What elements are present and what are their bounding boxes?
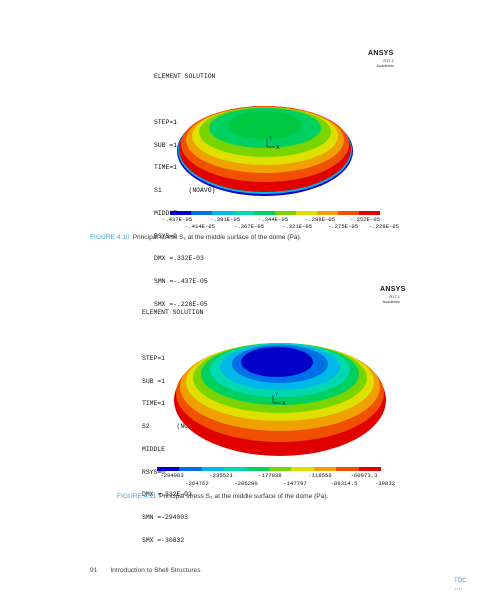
- legend-label: -60073.3: [350, 472, 378, 479]
- legend-swatch: [233, 211, 254, 215]
- legend-label: -118556: [308, 472, 332, 479]
- legend-label: -.344E-05: [257, 216, 289, 223]
- legend-swatch: [317, 211, 338, 215]
- legend-swatch: [313, 467, 337, 471]
- toc-label[interactable]: TOC: [454, 578, 467, 584]
- legend-label: -294003: [160, 472, 184, 479]
- legend-label: -206280: [234, 480, 258, 487]
- legend-swatch: [358, 467, 382, 471]
- legend-swatch: [224, 467, 247, 471]
- legend-swatch: [246, 467, 270, 471]
- legend-swatch: [157, 467, 180, 471]
- toc-link[interactable]: TOC ••••: [454, 578, 467, 591]
- figure-caption: FIGURE 4.11 Principal stress S₂ at the mi…: [117, 493, 328, 500]
- legend-label: -.275E-05: [327, 223, 359, 230]
- solution-info: ELEMENT SOLUTION STEP=1 SUB =1 TIME=1 S1…: [154, 73, 216, 308]
- ansys-release: R17.1 Academic: [382, 294, 400, 304]
- figure-caption: FIGURE 4.10 Principal stress S₁ at the mi…: [90, 234, 302, 241]
- page-number: 91: [90, 567, 98, 574]
- legend-swatch: [336, 467, 359, 471]
- ansys-logo-text: ANSYS: [380, 286, 406, 293]
- legend-swatch: [296, 211, 317, 215]
- legend-labels: -294003 -235521 -177038 -118556 -60073.3…: [157, 472, 395, 488]
- legend-swatch: [191, 211, 212, 215]
- legend-label: -.298E-05: [304, 216, 336, 223]
- legend-swatch: [359, 211, 380, 215]
- dome-contour-plot: Y X: [177, 106, 353, 196]
- legend-label: -177038: [258, 472, 282, 479]
- legend-color-bar: [157, 467, 382, 471]
- ansys-release: R17.1 Academic: [376, 58, 394, 68]
- legend-swatch: [275, 211, 296, 215]
- legend-label: -.414E-05: [184, 223, 216, 230]
- legend-label: -.391E-05: [209, 216, 241, 223]
- legend-swatch: [212, 211, 233, 215]
- figure-label: FIGURE 4.11: [117, 493, 157, 500]
- legend-label: -264762: [185, 480, 209, 487]
- caption-text: Principal stress S₁ at the middle surfac…: [132, 234, 302, 241]
- legend-color-bar: [170, 211, 380, 215]
- figure-4-10: ANSYS R17.1 Academic ELEMENT SOLUTION ST…: [0, 40, 486, 308]
- figure-label: FIGURE 4.10: [90, 234, 130, 241]
- legend-label: -89314.5: [330, 480, 358, 487]
- legend-swatch: [269, 467, 292, 471]
- legend-swatch: [254, 211, 275, 215]
- svg-text:Y: Y: [269, 136, 273, 142]
- legend-label: -.367E-05: [233, 223, 265, 230]
- legend-swatch: [179, 467, 202, 471]
- legend-label: -235521: [209, 472, 233, 479]
- legend-swatch: [201, 467, 225, 471]
- page-footer: 91 Introduction to Shell Structures: [90, 567, 201, 574]
- x-axis-label: X: [276, 145, 280, 151]
- legend-label: -.321E-05: [281, 223, 313, 230]
- dome-contour-plot: Y X: [174, 343, 386, 456]
- svg-text:Y: Y: [275, 392, 279, 398]
- caption-text: Principal stress S₂ at the middle surfac…: [159, 493, 329, 500]
- toc-dots-icon: ••••: [455, 586, 463, 591]
- legend-swatch: [338, 211, 359, 215]
- legend-labels: -.437E-05 -.391E-05 -.344E-05 -.298E-05 …: [162, 216, 399, 232]
- legend-label: -147797: [283, 480, 307, 487]
- legend-label: -.252E-05: [349, 216, 381, 223]
- legend-swatch: [291, 467, 314, 471]
- legend-label: -.228E-05: [368, 223, 400, 230]
- legend-label: -30832: [374, 480, 396, 487]
- ansys-logo-text: ANSYS: [368, 50, 394, 57]
- legend-swatch: [170, 211, 191, 215]
- x-axis-label: X: [282, 401, 286, 407]
- book-title: Introduction to Shell Structures: [110, 567, 201, 574]
- figure-4-11: ANSYS R17.1 Academic ELEMENT SOLUTION ST…: [0, 278, 486, 544]
- legend-label: -.437E-05: [161, 216, 193, 223]
- solution-info: ELEMENT SOLUTION STEP=1 SUB =1 TIME=1 S2…: [142, 309, 204, 544]
